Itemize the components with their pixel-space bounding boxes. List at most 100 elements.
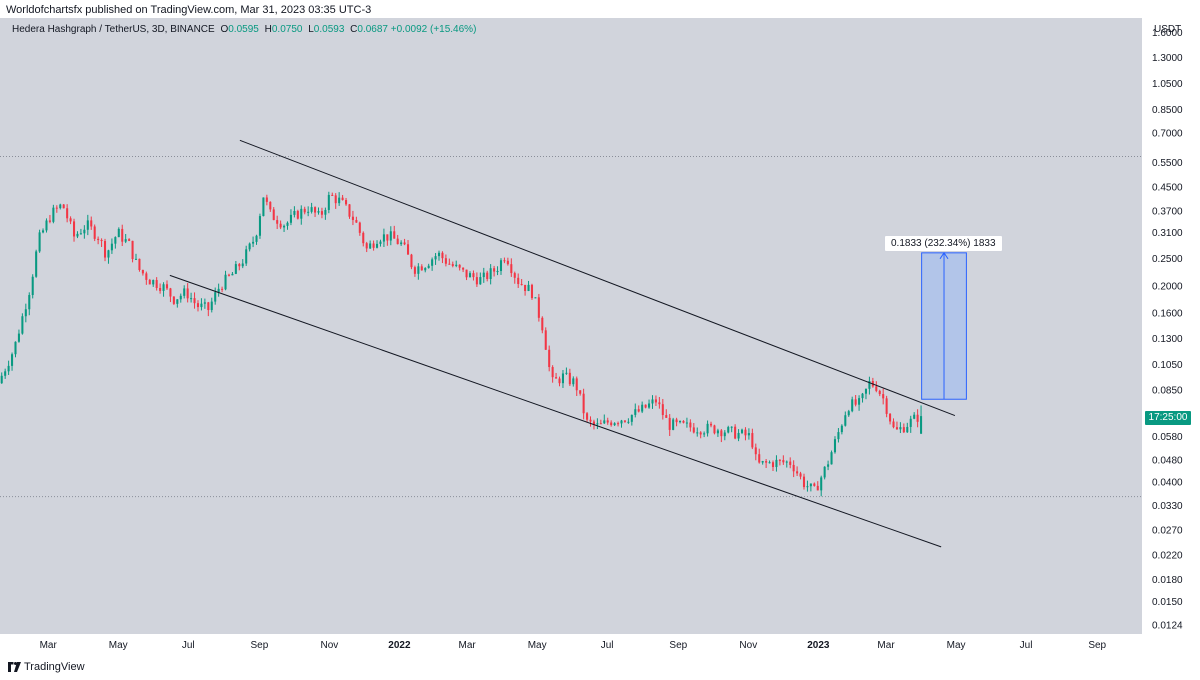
price-chart[interactable]: 1.6000 1.3000 1.0500 0.8500 0.7000 0.5500 0.45… (0, 18, 1200, 654)
candle-body (475, 277, 478, 285)
candle-body (427, 265, 430, 269)
candle-body (479, 277, 482, 285)
candle-body (809, 483, 812, 487)
candle-body (365, 243, 368, 249)
candle-body (148, 279, 151, 285)
legend-symbol: Hedera Hashgraph / TetherUS, 3D, BINANCE (12, 24, 215, 35)
candle-body (651, 399, 654, 404)
candle-body (338, 197, 341, 204)
time-axis-background[interactable] (0, 634, 1142, 654)
currency-label: USDT (1154, 24, 1182, 35)
candle-body (327, 194, 330, 210)
candle-body (300, 208, 303, 219)
candle-body (217, 288, 220, 293)
candle-body (97, 238, 100, 240)
candle-body (38, 232, 41, 252)
time-axis[interactable]: Mar May Jul Sep Nov 2022 Mar May Jul Sep Nov 2023 Ma… (40, 640, 1107, 651)
candle-body (179, 295, 182, 300)
candle-body (152, 280, 155, 285)
time-tick-label: May (528, 640, 547, 651)
candle-body (320, 211, 323, 215)
candle-body (238, 264, 241, 267)
candle-body (499, 260, 503, 272)
price-tick-label: 0.1050 (1152, 360, 1183, 371)
candle-body (145, 273, 148, 280)
time-tick-label: Sep (1088, 640, 1106, 651)
price-range-measure[interactable] (921, 251, 967, 400)
candle-body (916, 414, 919, 422)
candle-body (895, 427, 898, 430)
price-tick-label: 0.0220 (1152, 550, 1183, 561)
candle-body (668, 417, 671, 430)
candle-body (176, 299, 179, 304)
candle-body (42, 230, 45, 233)
channel-lines[interactable] (169, 139, 956, 548)
candle-body (396, 238, 399, 245)
candle-body (875, 386, 878, 391)
candle-body (382, 234, 385, 242)
candle-body (775, 459, 778, 468)
candle-body (117, 228, 120, 238)
candle-body (744, 429, 747, 436)
price-tick-label: 0.1600 (1152, 309, 1183, 320)
candle-body (703, 433, 706, 435)
legend-open-value: 0.0595 (228, 24, 259, 35)
candle-body (878, 390, 881, 395)
candle-body (579, 390, 582, 394)
candle-body (86, 220, 89, 230)
candle-body (355, 219, 358, 223)
candle-body (840, 425, 843, 433)
candle-body (506, 260, 509, 265)
candle-body (103, 241, 107, 258)
candle-body (172, 296, 175, 304)
candle-body (11, 354, 14, 366)
candle-body (720, 430, 723, 437)
candle-body (107, 250, 110, 258)
tradingview-logo-icon[interactable] (8, 662, 22, 672)
candle-body (48, 220, 51, 222)
candle-body (289, 214, 292, 223)
candle-body (658, 402, 661, 405)
price-axis-background[interactable] (1142, 18, 1200, 634)
price-tick-label: 0.2500 (1152, 254, 1183, 265)
candle-body (227, 274, 231, 276)
legend-high-value: 0.0750 (271, 24, 303, 35)
candle-body (283, 225, 286, 228)
tradingview-brand[interactable]: TradingView (24, 661, 85, 673)
candle-body (747, 433, 750, 436)
candle-body (696, 432, 699, 434)
price-axis[interactable]: 1.6000 1.3000 1.0500 0.8500 0.7000 0.5500 0.45… (1152, 28, 1183, 631)
candle-body (165, 284, 169, 289)
candle-body (920, 416, 923, 434)
candle-body (641, 404, 644, 412)
candle-body (252, 241, 255, 244)
candle-body (692, 427, 695, 433)
candle-body (296, 210, 299, 219)
candle-body (627, 421, 630, 423)
symbol-legend: Hedera Hashgraph / TetherUS, 3D, BINANCE… (12, 24, 476, 35)
candle-body (596, 423, 599, 425)
candle-body (482, 272, 485, 278)
candle-body (245, 249, 248, 264)
price-tick-label: 0.4500 (1152, 182, 1183, 193)
candle-body (510, 264, 513, 274)
price-tick-label: 0.8500 (1152, 105, 1183, 116)
price-tick-label: 0.0850 (1152, 386, 1183, 397)
candle-body (806, 486, 809, 488)
candle-body (740, 429, 744, 433)
chart-frame[interactable]: 1.6000 1.3000 1.0500 0.8500 0.7000 0.5500 0.45… (0, 18, 1200, 654)
legend-high-label: H (264, 24, 272, 35)
candle-body (882, 394, 885, 399)
candle-body (221, 288, 224, 290)
candle-body (851, 399, 854, 412)
candle-body (124, 239, 127, 242)
candle-body (293, 210, 296, 215)
candle-body (802, 476, 806, 488)
candle-body (52, 207, 55, 222)
legend-close-label: C (350, 24, 358, 35)
candle-body (79, 233, 82, 235)
time-tick-label: May (947, 640, 966, 651)
candle-body (599, 423, 602, 425)
candle-body (72, 221, 76, 237)
candle-body (785, 461, 788, 463)
